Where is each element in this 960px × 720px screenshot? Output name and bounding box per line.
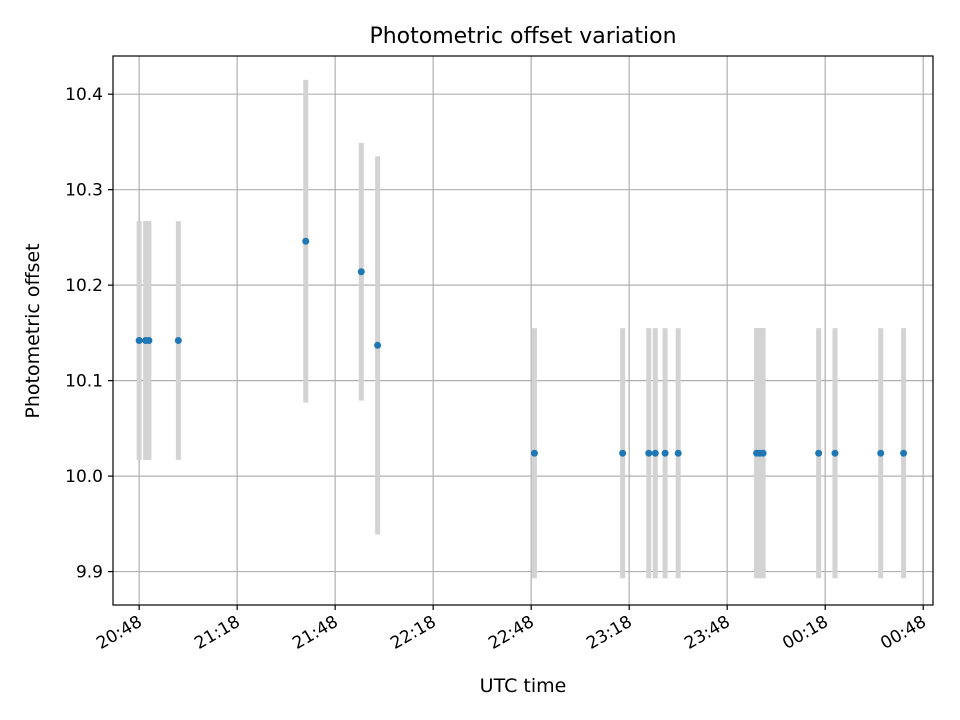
grid-lines [113,56,933,605]
data-point [831,449,839,457]
y-tick-label: 10.1 [65,372,103,392]
y-tick-label: 10.3 [65,181,103,201]
y-tick-label: 10.2 [65,276,103,296]
data-point [900,449,908,457]
x-axis-label: UTC time [480,675,567,697]
data-point [661,449,669,457]
data-point [651,449,659,457]
data-point [645,449,653,457]
y-axis-label: Photometric offset [22,243,44,418]
y-axis-ticks: 9.9 10.0 10.1 10.2 10.3 10.4 [65,85,113,583]
data-point [374,341,382,349]
data-point [357,268,365,276]
data-point [674,449,682,457]
data-point [302,237,310,245]
y-tick-label: 10.4 [65,85,103,105]
y-tick-label: 10.0 [65,467,103,487]
data-points [135,237,908,457]
data-point [174,337,182,345]
data-point [877,449,885,457]
data-point [619,449,627,457]
data-point [530,449,538,457]
y-tick-label: 9.9 [76,563,103,583]
data-point [759,449,767,457]
data-point [815,449,823,457]
data-point [135,337,143,345]
chart-title: Photometric offset variation [369,24,676,49]
plot-frame [112,55,934,606]
data-point [145,337,153,345]
